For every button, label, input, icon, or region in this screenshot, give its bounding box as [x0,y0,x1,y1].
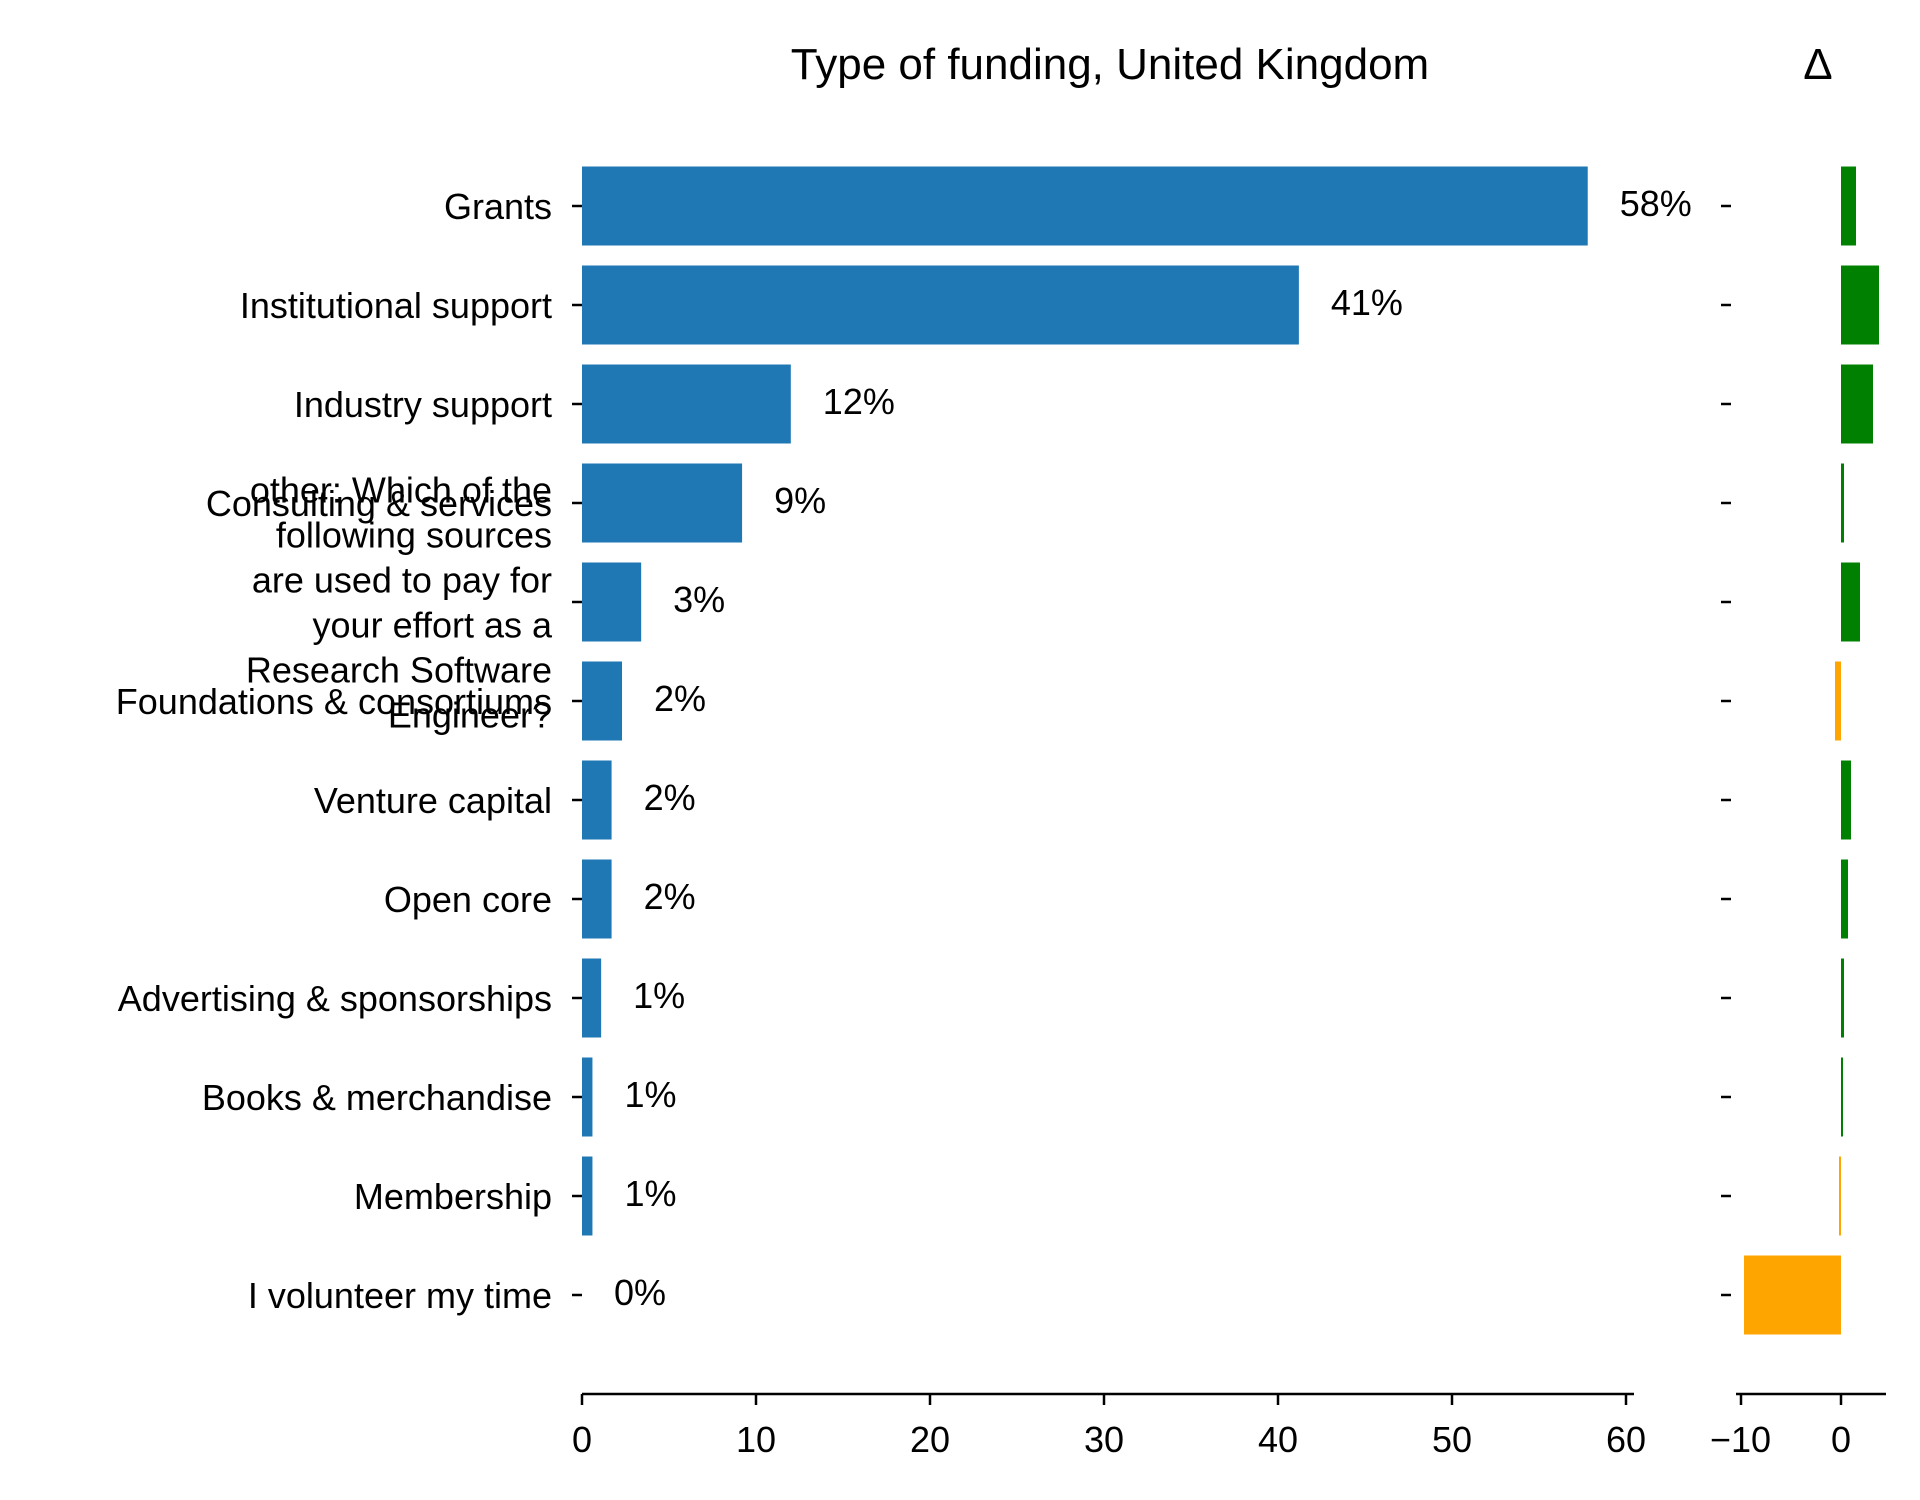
delta-bar [1841,1057,1843,1137]
y-tick-label: Books & merchandise [202,1077,552,1118]
y-tick-label: Grants [444,186,552,227]
x-tick-label: 10 [736,1419,776,1460]
x-tick-label: 20 [910,1419,950,1460]
delta-bars [1721,166,1879,1335]
bar [582,760,612,840]
y-tick-label: are used to pay for [252,560,552,601]
bar [582,166,1588,246]
delta-bar [1841,562,1860,642]
bar [582,364,791,444]
y-tick-label: other: Which of the [250,470,552,511]
delta-bar [1841,859,1848,939]
x-tick-label: 0 [572,1419,592,1460]
delta-bar [1841,760,1851,840]
delta-x-tick-label: 0 [1831,1419,1851,1460]
y-tick-label: Consulting & services [206,483,552,524]
y-tick-label: Open core [384,879,552,920]
delta-bar [1841,265,1879,345]
y-tick-label: your effort as a [313,605,553,646]
value-label: 1% [633,975,685,1016]
x-tick-label: 60 [1606,1419,1646,1460]
main-x-axis: 0 10 20 30 40 50 60 [572,1392,1646,1460]
main-bars: Grants 58% Institutional support 41% Industr… [116,166,1692,1316]
value-label: 58% [1620,183,1692,224]
bar [582,562,642,642]
x-tick-label: 30 [1084,1419,1124,1460]
y-tick-label: Research Software [246,650,552,691]
y-tick-label: following sources [276,515,552,556]
y-tick-label: Institutional support [240,285,552,326]
bar [582,1156,593,1236]
delta-bar [1841,364,1873,444]
value-label: 2% [644,777,696,818]
y-tick-label: Engineer? [388,695,552,736]
value-label: 1% [624,1173,676,1214]
value-label: 9% [774,480,826,521]
value-label: 41% [1331,282,1403,323]
delta-bar [1744,1255,1841,1335]
y-tick-label: I volunteer my time [248,1275,552,1316]
delta-bar [1841,463,1844,543]
main-chart-title: Type of funding, United Kingdom [791,40,1429,89]
delta-x-axis: −10 0 [1710,1392,1886,1460]
delta-x-tick-label: −10 [1710,1419,1771,1460]
y-tick-label: Industry support [294,384,552,425]
value-label: 12% [823,381,895,422]
bar [582,265,1299,345]
bar [582,859,612,939]
y-tick-label: Foundations & consortiums [116,681,552,722]
value-label: 2% [644,876,696,917]
bar [582,1057,593,1137]
x-tick-label: 40 [1258,1419,1298,1460]
bar [582,661,623,741]
value-label: 1% [624,1074,676,1115]
delta-bar [1841,958,1844,1038]
y-tick-label: Membership [354,1176,552,1217]
value-label: 2% [654,678,706,719]
delta-bar [1841,166,1856,246]
x-tick-label: 50 [1432,1419,1472,1460]
bar [582,958,602,1038]
delta-chart-title: Δ [1803,40,1832,89]
delta-bar [1839,1156,1841,1236]
y-tick-label: Venture capital [314,780,552,821]
bar [582,463,743,543]
value-label: 0% [614,1272,666,1313]
y-tick-label: Advertising & sponsorships [118,978,552,1019]
value-label: 3% [673,579,725,620]
delta-bar [1835,661,1841,741]
